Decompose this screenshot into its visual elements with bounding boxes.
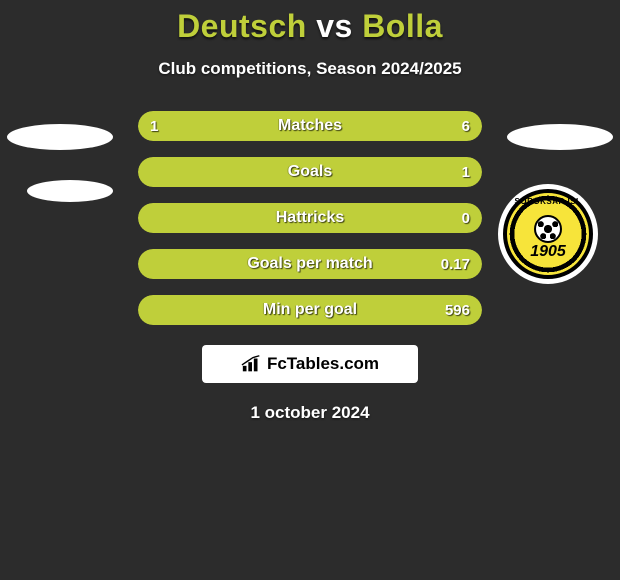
right-ellipse [507,124,613,150]
stat-row: 0.17Goals per match [138,249,482,279]
stat-label: Matches [138,111,482,141]
footer-date: 1 october 2024 [0,403,620,423]
watermark: FcTables.com [202,345,418,383]
club-badge-ball-icon [534,215,562,243]
club-badge: SOROKSÁR ISL 1905 [498,184,598,284]
page-subtitle: Club competitions, Season 2024/2025 [0,59,620,79]
stat-label: Goals per match [138,249,482,279]
stat-row: 16Matches [138,111,482,141]
stats-container: 16Matches 1Goals 0Hattricks 0.17Goals per m… [138,111,482,325]
stat-label: Hattricks [138,203,482,233]
title-left: Deutsch [177,8,307,44]
watermark-text: FcTables.com [267,354,379,374]
stat-label: Min per goal [138,295,482,325]
club-badge-year: 1905 [507,243,589,261]
title-right: Bolla [362,8,443,44]
club-badge-inner: SOROKSÁR ISL 1905 [503,189,593,279]
title-vs: vs [316,8,353,44]
stat-row: 596Min per goal [138,295,482,325]
page-title: Deutsch vs Bolla [0,0,620,45]
stat-row: 0Hattricks [138,203,482,233]
club-badge-top-text: SOROKSÁR ISL [507,197,589,206]
left-ellipse-2 [27,180,113,202]
stat-row: 1Goals [138,157,482,187]
left-ellipse-1 [7,124,113,150]
stat-label: Goals [138,157,482,187]
bar-chart-icon [241,354,263,374]
